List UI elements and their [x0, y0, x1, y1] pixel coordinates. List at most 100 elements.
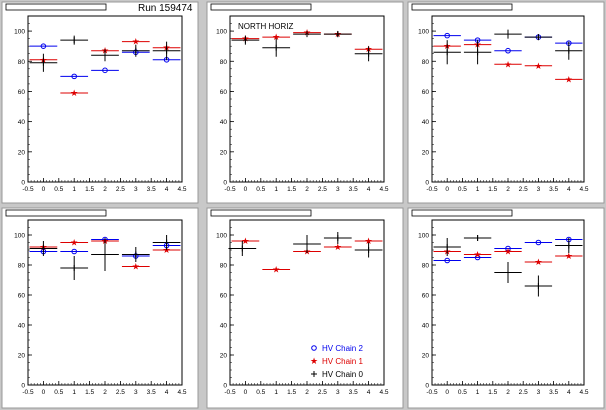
- chain1-marker: ★: [534, 61, 542, 71]
- chain2-point: [29, 43, 58, 49]
- x-tick-label: 0.5: [256, 389, 265, 396]
- y-tick-label: 100: [14, 29, 25, 36]
- chain0-point: [293, 235, 321, 253]
- x-tick-label: 0.5: [54, 389, 63, 396]
- chain1-marker: ★: [565, 74, 573, 84]
- y-tick-label: 20: [220, 353, 228, 360]
- x-tick-label: 3.5: [549, 186, 558, 193]
- y-tick-label: 0: [223, 180, 227, 187]
- x-tick-label: 1: [274, 389, 278, 396]
- x-tick-label: 0.5: [458, 186, 467, 193]
- x-tick-label: 0.5: [54, 186, 63, 193]
- chain1-point: ★: [354, 236, 383, 246]
- x-tick-label: 4.5: [177, 186, 186, 193]
- legend-label: HV Chain 0: [322, 370, 363, 379]
- pad-label-box: [411, 209, 513, 217]
- y-tick-label: 20: [18, 353, 26, 360]
- chain1-marker: ★: [504, 247, 512, 257]
- chain0-point: [262, 38, 291, 57]
- chain0-point: [60, 256, 89, 280]
- y-tick-label: 60: [422, 89, 430, 96]
- chain1-marker: ★: [474, 250, 482, 260]
- x-tick-label: 4.5: [579, 186, 588, 193]
- x-tick-label: 1: [476, 186, 480, 193]
- chain0-point: [524, 275, 553, 297]
- chain2-point: [91, 67, 119, 74]
- chain0-point: [121, 44, 150, 57]
- chain1-marker: ★: [334, 242, 342, 252]
- chain2-marker: [444, 32, 451, 39]
- x-tick-label: 1: [72, 186, 76, 193]
- pad-frame: [407, 1, 605, 204]
- chain1-marker: ★: [565, 251, 573, 261]
- chain1-point: ★: [524, 257, 553, 267]
- run-title: Run 159474: [138, 3, 193, 14]
- pad-frame: [1, 1, 199, 204]
- legend-entry: HV Chain 2: [311, 344, 363, 353]
- pad-frame: [407, 207, 605, 409]
- y-tick-label: 60: [220, 89, 228, 96]
- y-tick-label: 20: [18, 149, 26, 156]
- x-tick-label: 4: [367, 186, 371, 193]
- x-tick-label: 3.5: [147, 186, 156, 193]
- chain2-marker: [102, 67, 108, 74]
- x-tick-label: 4.5: [379, 389, 388, 396]
- x-tick-label: 3.5: [349, 389, 358, 396]
- chain2-marker: [444, 257, 451, 264]
- chain1-marker: ★: [132, 37, 140, 47]
- x-tick-label: 3: [336, 186, 340, 193]
- x-tick-label: -0.5: [22, 389, 34, 396]
- x-tick-label: 2.5: [318, 389, 327, 396]
- chain1-marker: ★: [504, 59, 512, 69]
- chain1-point: ★: [555, 251, 583, 261]
- y-tick-label: 80: [220, 59, 228, 66]
- chain0-point: [60, 35, 89, 45]
- y-tick-label: 40: [422, 323, 430, 330]
- chain1-marker: ★: [70, 238, 78, 248]
- x-tick-label: 3: [336, 389, 340, 396]
- chain1-point: ★: [463, 250, 492, 260]
- chain1-marker: ★: [241, 236, 249, 246]
- y-tick-label: 80: [422, 263, 430, 270]
- x-tick-label: 3.5: [349, 186, 358, 193]
- chain0-point: [555, 41, 583, 60]
- chain0-point: [293, 31, 321, 38]
- chain0-point: [494, 262, 522, 283]
- x-tick-label: 2.5: [318, 186, 327, 193]
- chain1-marker: ★: [272, 265, 280, 275]
- x-tick-label: 0: [42, 186, 46, 193]
- legend-label: HV Chain 2: [322, 344, 363, 353]
- chain0-point: [231, 35, 260, 45]
- y-tick-label: 80: [18, 59, 26, 66]
- x-tick-label: -0.5: [224, 186, 236, 193]
- chain2-point: [494, 47, 522, 54]
- chain0-point: [494, 29, 522, 39]
- x-tick-label: 2.5: [116, 186, 125, 193]
- x-tick-label: 2: [506, 186, 510, 193]
- chain2-marker: [474, 254, 481, 261]
- chain0-point: [228, 241, 257, 256]
- x-tick-label: 0: [244, 389, 248, 396]
- chain1-marker: ★: [272, 32, 280, 42]
- chain0-point: [29, 241, 58, 256]
- chain1-point: ★: [494, 247, 522, 257]
- chain0-point: [323, 31, 352, 38]
- chain1-marker: ★: [132, 262, 140, 272]
- x-tick-label: 4: [567, 389, 571, 396]
- chain0-point: [121, 247, 150, 262]
- x-tick-label: 3: [134, 389, 138, 396]
- y-tick-label: 60: [220, 293, 228, 300]
- y-tick-label: 60: [422, 293, 430, 300]
- chain0-point: [29, 53, 58, 72]
- x-tick-label: 3: [134, 186, 138, 193]
- legend-star-icon: ★: [310, 356, 318, 366]
- y-tick-label: 0: [223, 383, 227, 390]
- x-tick-label: 4: [367, 389, 371, 396]
- y-tick-label: 0: [425, 180, 429, 187]
- x-tick-label: 4: [165, 389, 169, 396]
- chain0-point: [152, 41, 181, 60]
- x-tick-label: 1.5: [85, 186, 94, 193]
- chain2-marker: [71, 73, 77, 80]
